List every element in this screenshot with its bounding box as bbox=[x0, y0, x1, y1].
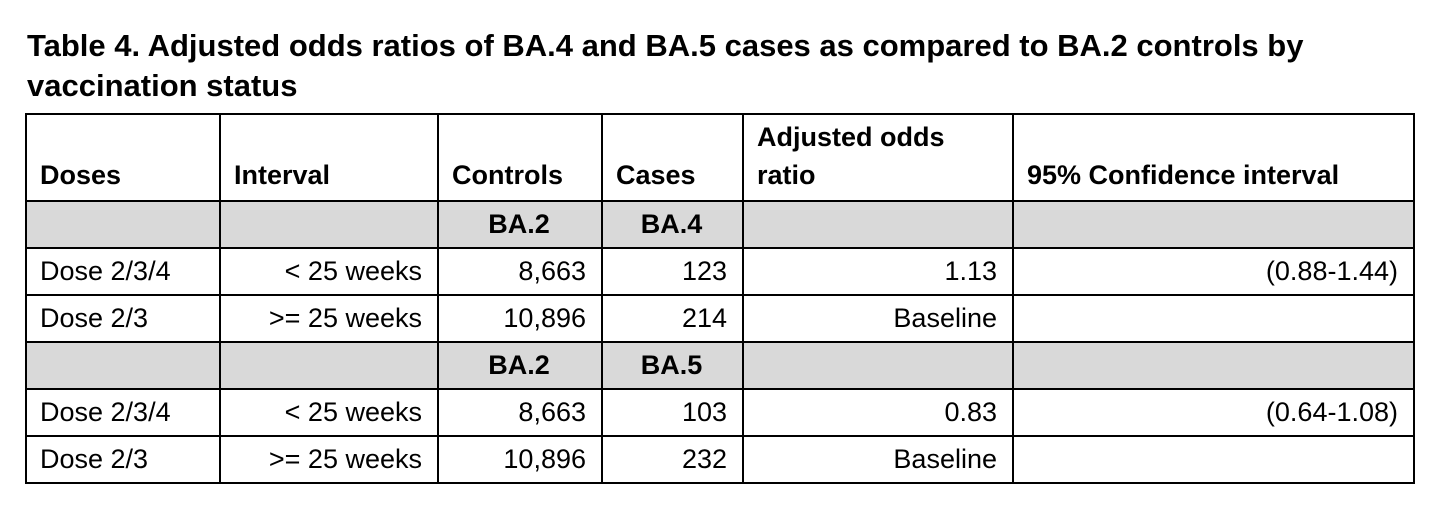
table-cell bbox=[1012, 341, 1415, 390]
table-row: Dose 2/3/4 < 25 weeks 8,663 103 0.83 (0.64-1.… bbox=[25, 388, 1415, 437]
table-cell: 8,663 bbox=[437, 388, 603, 437]
column-header-cases: Cases bbox=[601, 113, 744, 202]
subheader-row: BA.2 BA.4 bbox=[25, 200, 1415, 249]
table-cell: 0.83 bbox=[742, 388, 1014, 437]
header-row: Doses Interval Controls Cases Adjusted odds … bbox=[25, 113, 1415, 202]
table-cell: >= 25 weeks bbox=[219, 435, 439, 484]
table-cell: (0.64-1.08) bbox=[1012, 388, 1415, 437]
table-cell: Dose 2/3/4 bbox=[25, 388, 221, 437]
column-header-doses: Doses bbox=[25, 113, 221, 202]
column-header-adjusted-odds-ratio: Adjusted odds ratio bbox=[742, 113, 1014, 202]
table-cell: 10,896 bbox=[437, 435, 603, 484]
table-cell: 103 bbox=[601, 388, 744, 437]
table-cell: < 25 weeks bbox=[219, 247, 439, 296]
table-cell bbox=[742, 341, 1014, 390]
table-header: Doses Interval Controls Cases Adjusted odds … bbox=[25, 113, 1415, 202]
odds-ratio-table: Doses Interval Controls Cases Adjusted odds … bbox=[25, 113, 1415, 484]
table-cell: 232 bbox=[601, 435, 744, 484]
table-cell bbox=[219, 200, 439, 249]
table-cell: 8,663 bbox=[437, 247, 603, 296]
table-title: Table 4. Adjusted odds ratios of BA.4 an… bbox=[27, 26, 1303, 106]
table-cell bbox=[742, 200, 1014, 249]
table-cell bbox=[219, 341, 439, 390]
table-row: Dose 2/3 >= 25 weeks 10,896 214 Baseline bbox=[25, 294, 1415, 343]
table-cell bbox=[1012, 435, 1415, 484]
table-cell: Baseline bbox=[742, 294, 1014, 343]
table-title-line-1: Table 4. Adjusted odds ratios of BA.4 an… bbox=[27, 28, 1304, 63]
table-cell: Dose 2/3 bbox=[25, 294, 221, 343]
table-row: Dose 2/3 >= 25 weeks 10,896 232 Baseline bbox=[25, 435, 1415, 484]
table-cell bbox=[1012, 200, 1415, 249]
column-header-controls: Controls bbox=[437, 113, 603, 202]
table-cell: BA.2 bbox=[437, 341, 603, 390]
table-cell: Dose 2/3/4 bbox=[25, 247, 221, 296]
table-cell: 214 bbox=[601, 294, 744, 343]
table-cell: Baseline bbox=[742, 435, 1014, 484]
column-header-interval: Interval bbox=[219, 113, 439, 202]
table-cell: BA.2 bbox=[437, 200, 603, 249]
table-cell: 10,896 bbox=[437, 294, 603, 343]
column-header-95-confidence-interval: 95% Confidence interval bbox=[1012, 113, 1415, 202]
table-row: Dose 2/3/4 < 25 weeks 8,663 123 1.13 (0.88-1.… bbox=[25, 247, 1415, 296]
table-body: BA.2 BA.4 Dose 2/3/4 < 25 weeks 8,663 123 1.13… bbox=[25, 200, 1415, 484]
subheader-row: BA.2 BA.5 bbox=[25, 341, 1415, 390]
table-title-line-2: vaccination status bbox=[27, 68, 298, 103]
table-cell bbox=[1012, 294, 1415, 343]
table-cell: < 25 weeks bbox=[219, 388, 439, 437]
table-cell: 1.13 bbox=[742, 247, 1014, 296]
table-cell: (0.88-1.44) bbox=[1012, 247, 1415, 296]
table-cell: Dose 2/3 bbox=[25, 435, 221, 484]
table-cell: 123 bbox=[601, 247, 744, 296]
table-cell bbox=[25, 200, 221, 249]
table-cell: >= 25 weeks bbox=[219, 294, 439, 343]
table-cell: BA.5 bbox=[601, 341, 744, 390]
table-cell: BA.4 bbox=[601, 200, 744, 249]
table-cell bbox=[25, 341, 221, 390]
